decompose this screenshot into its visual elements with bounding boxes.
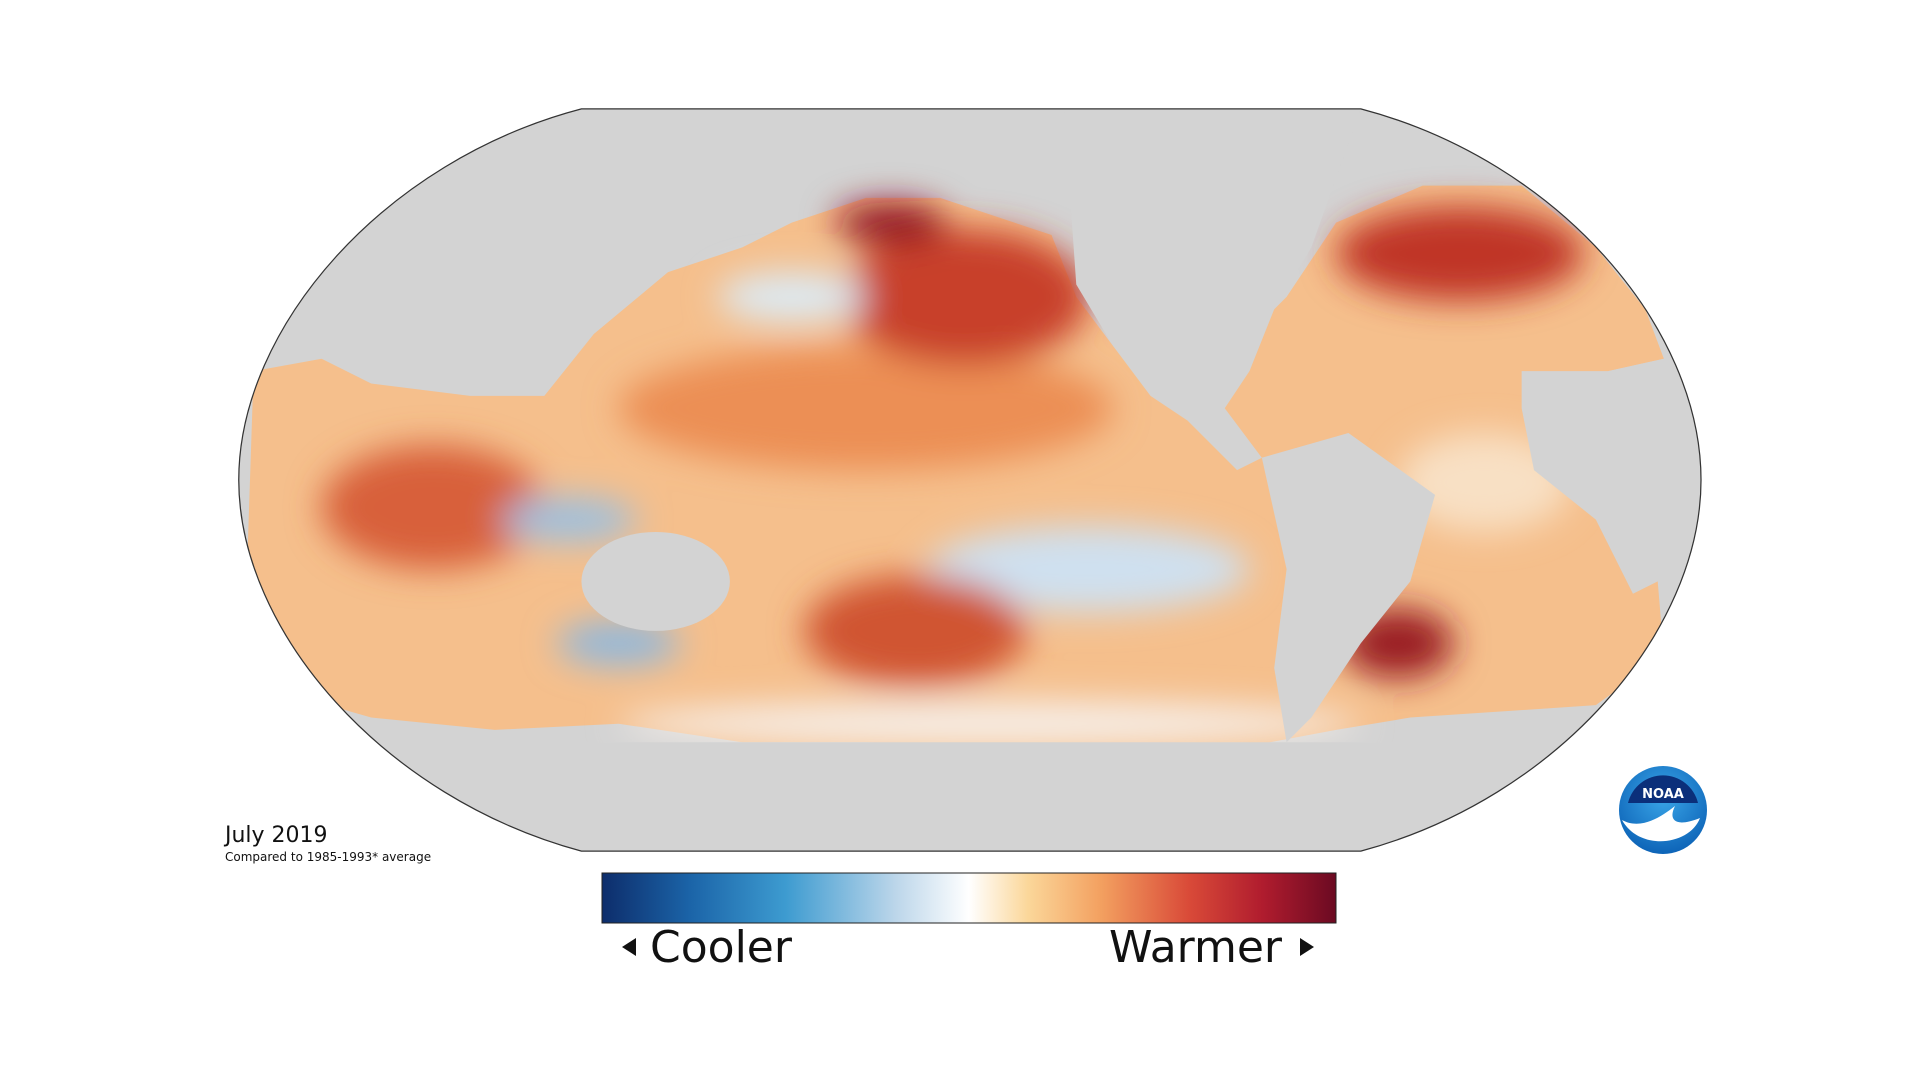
- map: [238, 108, 1702, 852]
- map-title: July 2019: [223, 823, 328, 848]
- color-bar: [601, 872, 1337, 924]
- noaa-logo: NOAA: [1619, 766, 1707, 854]
- map-outline: [238, 108, 1702, 852]
- map-subtitle: Compared to 1985-1993* average: [225, 850, 431, 864]
- legend-low-label: Cooler: [650, 922, 793, 973]
- left-arrow: [622, 938, 636, 956]
- logo-text: NOAA: [1642, 787, 1684, 802]
- anomaly-field: [321, 202, 1584, 746]
- right-arrow: [1300, 938, 1314, 956]
- legend-high-label: Warmer: [1109, 922, 1283, 973]
